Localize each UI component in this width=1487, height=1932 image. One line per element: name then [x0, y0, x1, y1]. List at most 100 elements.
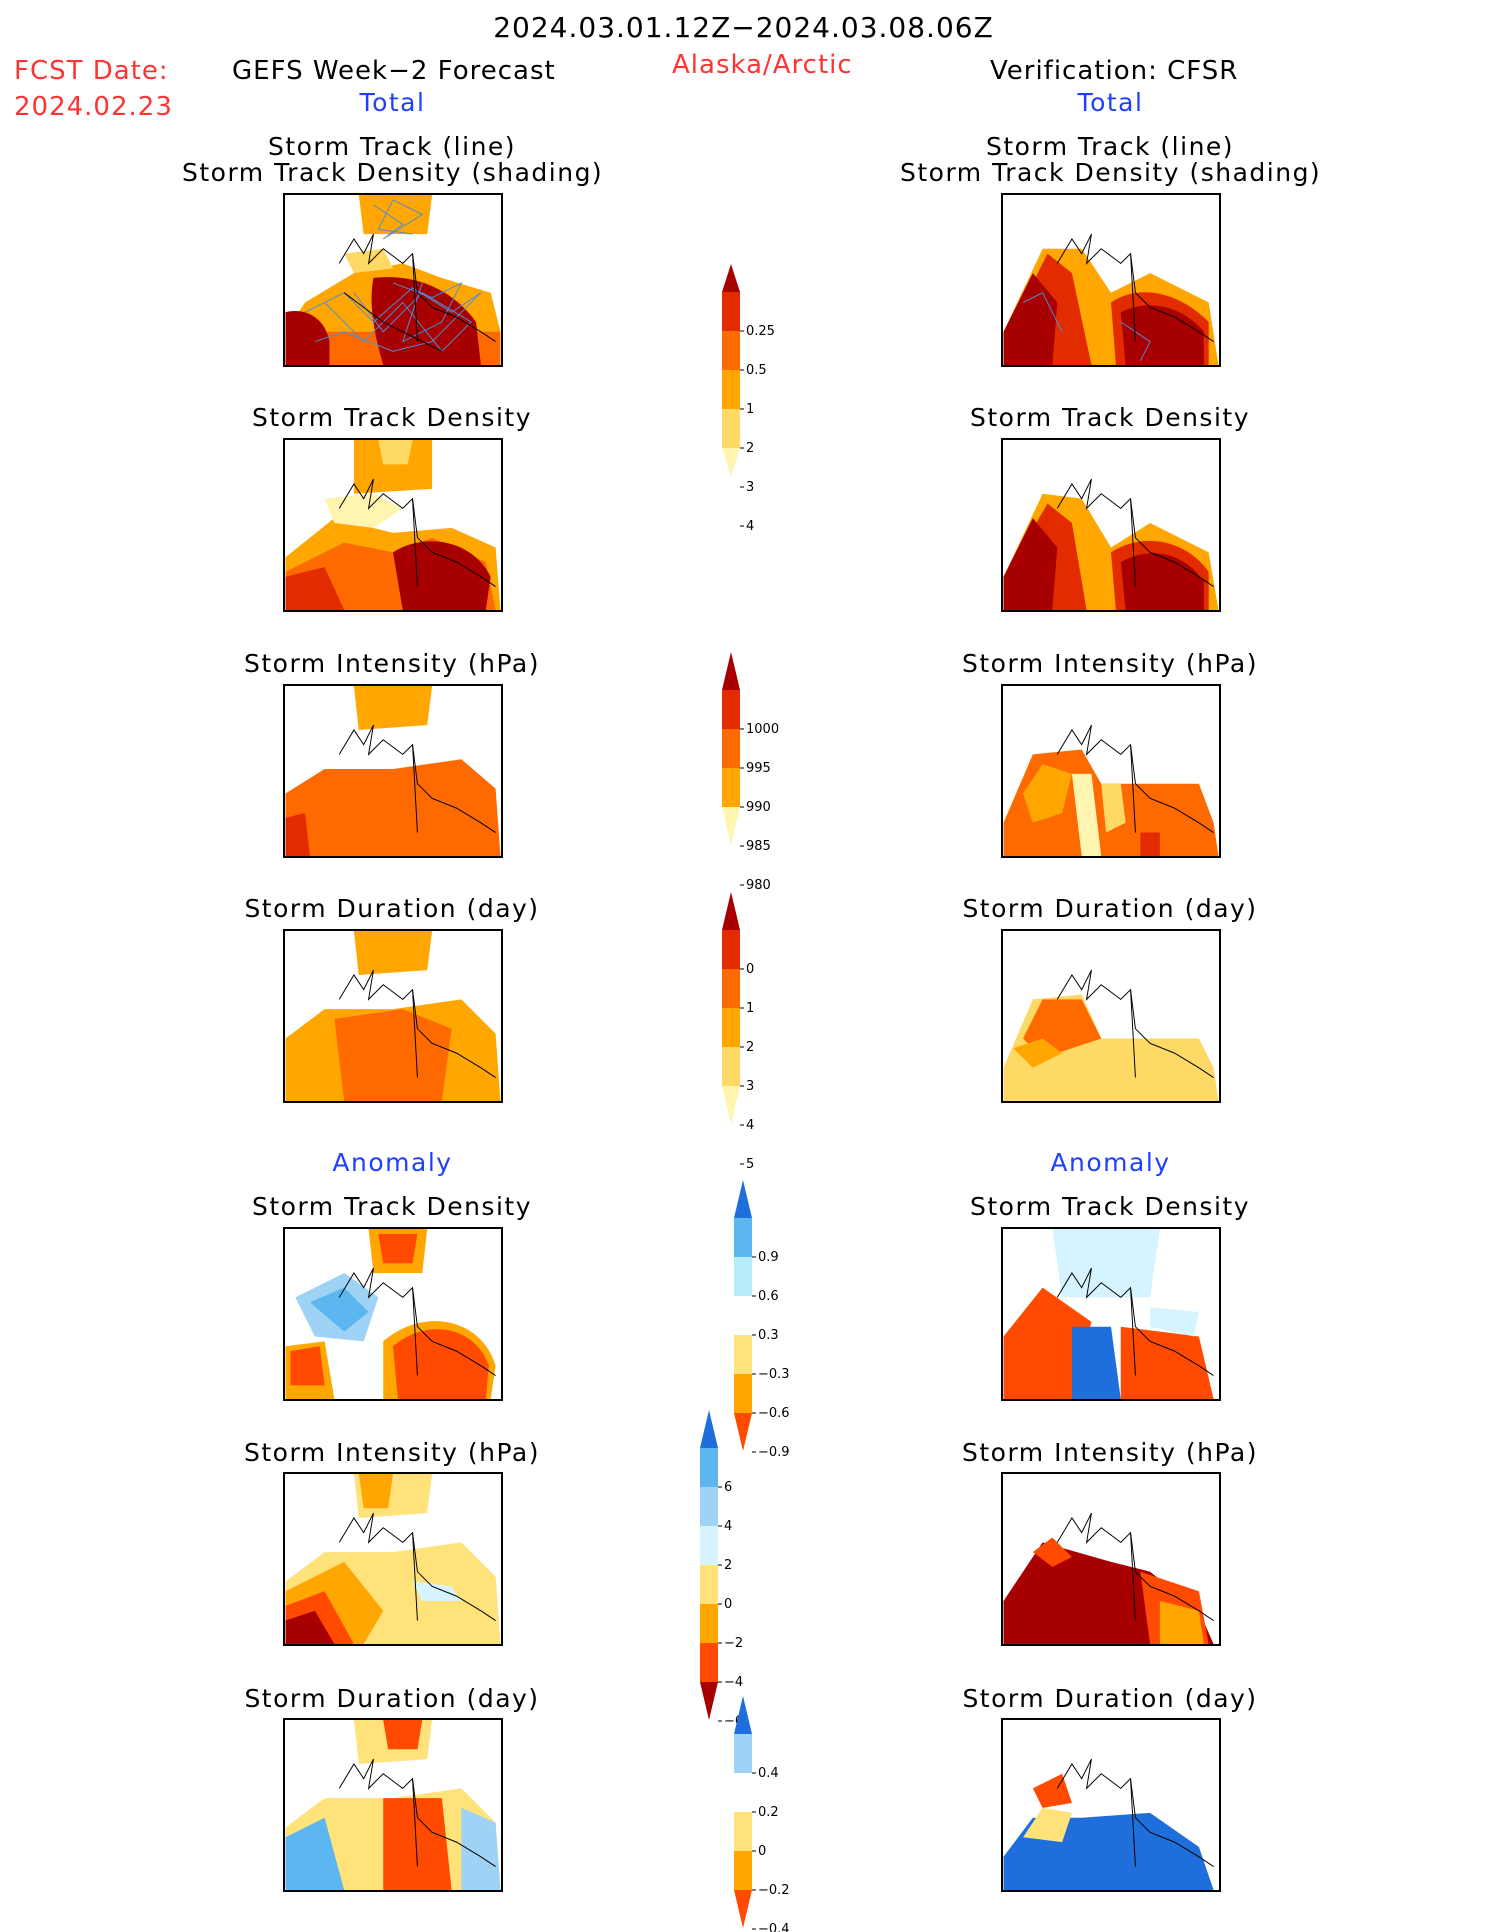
- colorbar-tick-label: 1: [746, 402, 754, 417]
- title-intensity-total-right: Storm Intensity (hPa): [962, 649, 1258, 678]
- colorbar-tick-label: 0: [724, 1597, 732, 1612]
- colorbar-tick-label: 0.6: [758, 1289, 779, 1304]
- colorbar-tick-label: 985: [746, 839, 771, 854]
- title-duration-total-left: Storm Duration (day): [244, 894, 540, 923]
- colorbar-cell: [734, 1374, 752, 1413]
- colorbar-extend-top: [722, 892, 740, 930]
- colorbar-tick-label: −0.2: [758, 1883, 790, 1898]
- map-duration-anom-verification: [1001, 1718, 1221, 1892]
- colorbar-svg: 0 1 2 3 4 5: [722, 892, 754, 1172]
- colorbar-cell: [722, 331, 740, 370]
- colorbar-tick-label: 995: [746, 761, 771, 776]
- colorbar-cell: [722, 1008, 740, 1047]
- colorbar-intensity-total: 1000 995 990 985 980: [722, 652, 792, 893]
- map-track-verification: [1001, 193, 1221, 367]
- colorbar-tick-label: 3: [746, 1079, 754, 1094]
- colorbar-duration-anomaly: 0.4 0.2 0 −0.2 −0.4: [734, 1696, 804, 1932]
- colorbar-extend-bottom: [700, 1682, 718, 1720]
- colorbar-duration-total: 0 1 2 3 4 5: [722, 892, 792, 1172]
- colorbar-cell: [722, 1047, 740, 1086]
- title-duration-anom-left: Storm Duration (day): [244, 1684, 540, 1713]
- colorbar-tick-label: −4: [724, 1675, 743, 1690]
- colorbar-tick-label: 990: [746, 800, 771, 815]
- colorbar-tick-label: 4: [746, 519, 754, 534]
- title-duration-anom-right: Storm Duration (day): [962, 1684, 1258, 1713]
- title-track-shading-right: Storm Track Density (shading): [900, 158, 1322, 187]
- title-intensity-anom-left: Storm Intensity (hPa): [244, 1438, 540, 1467]
- total-label-right: Total: [1077, 88, 1144, 117]
- anomaly-label-left: Anomaly: [332, 1148, 453, 1177]
- colorbar-tick-label: 0.4: [758, 1766, 779, 1781]
- colorbar-cell: [722, 409, 740, 448]
- colorbar-tick-label: 1: [746, 1001, 754, 1016]
- total-label-left: Total: [359, 88, 426, 117]
- title-intensity-anom-right: Storm Intensity (hPa): [962, 1438, 1258, 1467]
- colorbar-svg: 1000 995 990 985 980: [722, 652, 779, 893]
- colorbar-svg: 0.4 0.2 0 −0.2 −0.4: [734, 1696, 790, 1932]
- map-intensity-anom-forecast: [283, 1472, 503, 1646]
- forecast-title: GEFS Week−2 Forecast: [232, 56, 556, 86]
- colorbar-extend-bottom: [722, 1086, 740, 1124]
- colorbar-extend-top: [734, 1180, 752, 1218]
- colorbar-cell: [734, 1218, 752, 1257]
- colorbar-extend-top: [734, 1696, 752, 1734]
- colorbar-tick-label: 2: [746, 441, 754, 456]
- colorbar-cell: [722, 969, 740, 1008]
- colorbar-tick-label: −0.6: [758, 1406, 790, 1421]
- colorbar-tick-label: 5: [746, 1157, 754, 1172]
- colorbar-tick-label: 0.9: [758, 1250, 779, 1265]
- colorbar-density-anomaly: 0.9 0.6 0.3 −0.3 −0.6 −0.9: [734, 1180, 804, 1460]
- colorbar-cell: [700, 1526, 718, 1565]
- colorbar-tick-label: 4: [746, 1118, 754, 1133]
- colorbar-extend-top: [700, 1410, 718, 1448]
- colorbar-cell: [700, 1565, 718, 1604]
- map-intensity-verification: [1001, 684, 1221, 858]
- colorbar-cell: [734, 1812, 752, 1851]
- colorbar-cell: [734, 1257, 752, 1296]
- colorbar-cell: [734, 1734, 752, 1773]
- map-intensity-forecast: [283, 684, 503, 858]
- map-density-verification: [1001, 438, 1221, 612]
- map-density-forecast: [283, 438, 503, 612]
- fcst-date-value: 2024.02.23: [14, 92, 173, 122]
- map-duration-anom-forecast: [283, 1718, 503, 1892]
- title-density-anom-left: Storm Track Density: [251, 1192, 532, 1221]
- colorbar-tick-label: −2: [724, 1636, 743, 1651]
- colorbar-cell: [700, 1604, 718, 1643]
- title-density-anom-right: Storm Track Density: [969, 1192, 1250, 1221]
- title-duration-total-right: Storm Duration (day): [962, 894, 1258, 923]
- map-track-forecast-svg: [285, 195, 501, 365]
- colorbar-cell: [734, 1296, 752, 1335]
- colorbar-tick-label: 0.3: [758, 1328, 779, 1343]
- title-track-line-right: Storm Track (line): [985, 132, 1235, 161]
- colorbar-tick-label: 0: [746, 962, 754, 977]
- colorbar-tick-label: −0.3: [758, 1367, 790, 1382]
- colorbar-cell: [734, 1335, 752, 1374]
- colorbar-tick-label: 0.5: [746, 363, 767, 378]
- colorbar-extend-bottom: [722, 448, 740, 476]
- map-track-forecast: [283, 193, 503, 367]
- colorbar-tick-label: 0.2: [758, 1805, 779, 1820]
- title-density-total-left: Storm Track Density: [251, 403, 532, 432]
- colorbar-cell: [722, 768, 740, 807]
- colorbar-extend-top: [722, 264, 740, 292]
- colorbar-extend-top: [722, 652, 740, 690]
- colorbar-cell: [734, 1773, 752, 1812]
- colorbar-extend-bottom: [722, 807, 740, 845]
- colorbar-svg: 0.25 0.5 1 2 3 4: [722, 264, 775, 534]
- title-intensity-total-left: Storm Intensity (hPa): [244, 649, 540, 678]
- colorbar-tick-label: −0.4: [758, 1922, 790, 1932]
- fcst-date-label: FCST Date:: [14, 56, 169, 86]
- anomaly-label-right: Anomaly: [1050, 1148, 1171, 1177]
- colorbar-density-total: 0.25 0.5 1 2 3 4: [722, 264, 792, 534]
- colorbar-extend-bottom: [734, 1890, 752, 1928]
- colorbar-cell: [722, 370, 740, 409]
- map-density-anom-verification: [1001, 1227, 1221, 1401]
- colorbar-svg: 0.9 0.6 0.3 −0.3 −0.6 −0.9: [734, 1180, 790, 1460]
- colorbar-tick-label: −0.9: [758, 1445, 790, 1460]
- colorbar-cell: [734, 1851, 752, 1890]
- colorbar-cell: [722, 292, 740, 331]
- period-title: 2024.03.01.12Z−2024.03.08.06Z: [493, 11, 994, 44]
- map-intensity-anom-verification: [1001, 1472, 1221, 1646]
